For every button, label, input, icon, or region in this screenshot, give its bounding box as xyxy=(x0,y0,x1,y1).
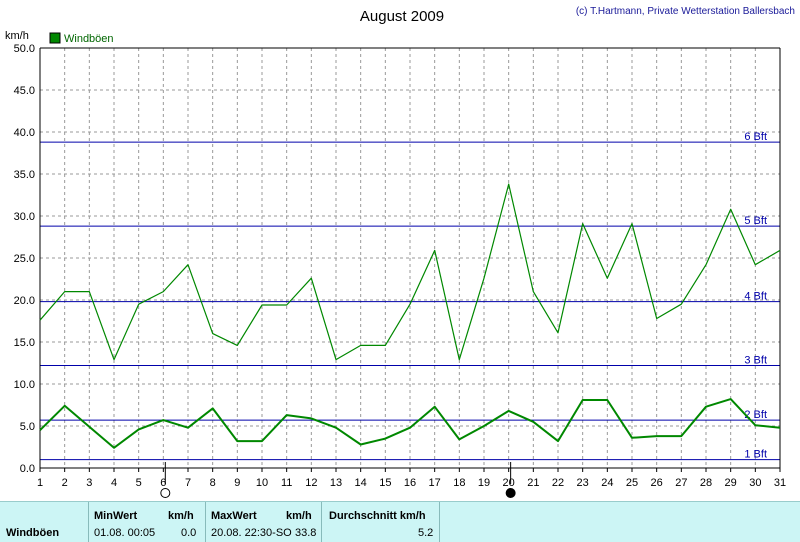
x-tick-label: 24 xyxy=(601,477,613,489)
full-moon-icon xyxy=(160,488,171,498)
stats-series-label: Windböen xyxy=(6,527,60,539)
x-tick-label: 21 xyxy=(527,477,539,489)
max-unit: km/h xyxy=(286,510,312,522)
x-tick-label: 17 xyxy=(429,477,441,489)
x-tick-label: 13 xyxy=(330,477,342,489)
y-tick-label: 5.0 xyxy=(20,421,35,433)
beaufort-label: 6 Bft xyxy=(744,131,767,143)
chart: August 2009 (c) T.Hartmann, Private Wett… xyxy=(5,6,795,498)
x-tick-label: 1 xyxy=(37,477,43,489)
y-tick-label: 50.0 xyxy=(14,43,35,55)
y-axis-unit: km/h xyxy=(5,30,29,42)
max-value: 33.8 xyxy=(295,527,317,539)
x-tick-label: 25 xyxy=(626,477,638,489)
x-tick-label: 6 xyxy=(160,477,166,489)
max-time: 20.08. 22:30-SO xyxy=(211,527,292,539)
x-tick-label: 12 xyxy=(305,477,317,489)
x-tick-label: 26 xyxy=(651,477,663,489)
y-tick-label: 10.0 xyxy=(14,379,35,391)
x-tick-label: 18 xyxy=(453,477,465,489)
x-tick-label: 20 xyxy=(503,477,515,489)
y-tick-label: 0.0 xyxy=(20,463,35,475)
x-tick-label: 29 xyxy=(725,477,737,489)
x-tick-label: 4 xyxy=(111,477,117,489)
x-tick-label: 11 xyxy=(281,477,292,489)
x-tick-label: 5 xyxy=(136,477,142,489)
max-label: MaxWert xyxy=(211,510,257,522)
y-tick-label: 25.0 xyxy=(14,253,35,265)
x-tick-label: 15 xyxy=(379,477,391,489)
stats-max-cell: MaxWert km/h 20.08. 22:30-SO 33.8 xyxy=(206,502,322,542)
x-tick-label: 31 xyxy=(774,477,786,489)
y-tick-label: 30.0 xyxy=(14,211,35,223)
y-tick-label: 20.0 xyxy=(14,295,35,307)
series-line-gusts xyxy=(39,183,781,361)
x-tick-label: 10 xyxy=(256,477,268,489)
y-tick-label: 45.0 xyxy=(14,85,35,97)
beaufort-label: 5 Bft xyxy=(744,215,767,227)
x-tick-label: 2 xyxy=(62,477,68,489)
stats-series-cell: Windböen xyxy=(0,502,89,542)
avg-value: 5.2 xyxy=(418,527,434,539)
x-tick-label: 3 xyxy=(86,477,92,489)
y-tick-label: 35.0 xyxy=(14,169,35,181)
stats-avg-cell: Durchschnitt km/h 5.2 xyxy=(322,502,440,542)
statistics-bar: Windböen MinWert km/h 01.08. 00:05 0.0 M… xyxy=(0,501,800,542)
x-tick-label: 7 xyxy=(185,477,191,489)
series-line-average xyxy=(39,398,781,449)
chart-title: August 2009 xyxy=(360,8,444,25)
legend-label: Windböen xyxy=(64,33,114,45)
legend-swatch xyxy=(49,32,61,44)
y-tick-label: 40.0 xyxy=(14,127,35,139)
min-unit: km/h xyxy=(168,510,194,522)
beaufort-label: 4 Bft xyxy=(744,291,767,303)
x-tick-label: 14 xyxy=(355,477,367,489)
beaufort-label: 3 Bft xyxy=(744,355,767,367)
x-tick-label: 22 xyxy=(552,477,564,489)
x-tick-label: 27 xyxy=(675,477,687,489)
stats-min-cell: MinWert km/h 01.08. 00:05 0.0 xyxy=(89,502,206,542)
beaufort-label: 2 Bft xyxy=(744,409,767,421)
x-tick-label: 16 xyxy=(404,477,416,489)
avg-label: Durchschnitt km/h xyxy=(329,510,426,522)
x-tick-label: 30 xyxy=(749,477,761,489)
x-tick-label: 19 xyxy=(478,477,490,489)
x-tick-label: 8 xyxy=(210,477,216,489)
min-label: MinWert xyxy=(94,510,138,522)
y-tick-label: 15.0 xyxy=(14,337,35,349)
min-value: 0.0 xyxy=(181,527,197,539)
x-tick-label: 28 xyxy=(700,477,712,489)
copyright-text: (c) T.Hartmann, Private Wetterstation Ba… xyxy=(576,6,795,17)
beaufort-label: 1 Bft xyxy=(744,449,767,461)
new-moon-icon xyxy=(505,488,516,498)
min-time: 01.08. 00:05 xyxy=(94,527,156,539)
x-tick-label: 9 xyxy=(234,477,240,489)
x-tick-label: 23 xyxy=(577,477,589,489)
